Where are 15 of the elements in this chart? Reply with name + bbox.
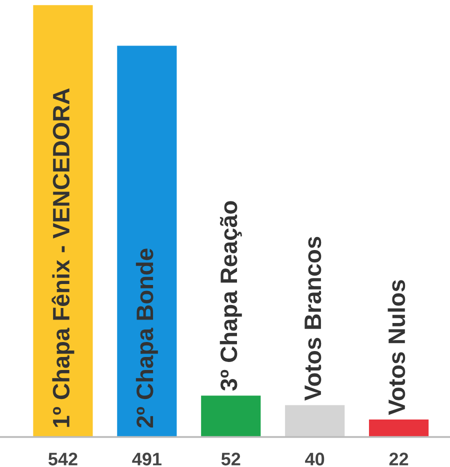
x-tick-label: Votos Nulos <box>388 280 406 415</box>
data-label: 542 <box>48 452 78 466</box>
bar <box>117 46 177 437</box>
data-label: 491 <box>132 452 162 466</box>
bar <box>285 405 345 437</box>
x-tick-label: 2º Chapa Bonde <box>136 248 158 428</box>
data-label: 40 <box>305 452 324 466</box>
bar <box>201 396 261 437</box>
bar <box>368 419 429 437</box>
data-label: 22 <box>389 452 408 466</box>
data-label: 52 <box>221 452 240 466</box>
bar <box>33 5 93 437</box>
x-tick-label: 1º Chapa Fênix - VENCEDORA <box>52 88 74 427</box>
x-tick-label: Votos Brancos <box>304 236 322 401</box>
x-tick-label: 3º Chapa Reação <box>220 201 242 391</box>
